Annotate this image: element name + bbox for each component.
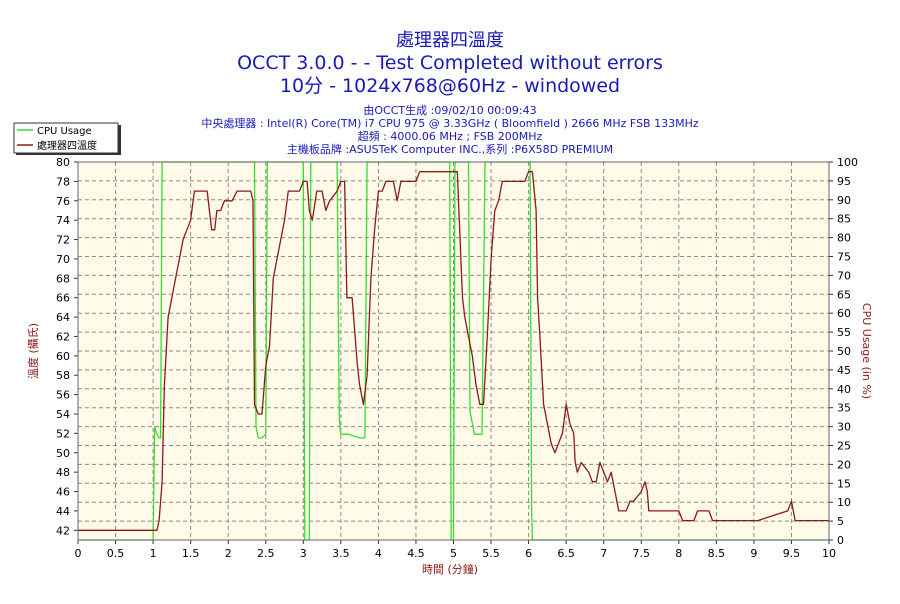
x-axis-label: 時間 (分鐘) bbox=[422, 562, 478, 576]
grid bbox=[78, 162, 829, 540]
chart-subtitle-2: 10分 - 1024x768@60Hz - windowed bbox=[280, 75, 620, 97]
axes: 0 0.5 1 1.5 2 2.5 3 3.5 4 4.5 5 5.5 6 6.5 7 7.5 8 8.5 9 9.5… bbox=[56, 156, 858, 560]
y-left-tick-label: 62 bbox=[56, 330, 70, 343]
x-tick-label: 2.5 bbox=[257, 547, 275, 560]
x-tick-label: 6 bbox=[525, 547, 532, 560]
y-left-tick-label: 78 bbox=[56, 175, 70, 188]
y-right-tick-label: 85 bbox=[837, 213, 851, 226]
x-tick-label: 9.5 bbox=[783, 547, 801, 560]
y-left-tick-label: 68 bbox=[56, 272, 70, 285]
x-tick-label: 6.5 bbox=[557, 547, 575, 560]
y-left-tick-label: 76 bbox=[56, 195, 70, 208]
x-tick-label: 3.5 bbox=[332, 547, 350, 560]
legend: CPU Usage 處理器四溫度 bbox=[13, 122, 121, 155]
y-right-tick-label: 5 bbox=[837, 515, 844, 528]
y-right-tick-label: 100 bbox=[837, 156, 858, 169]
plot-border bbox=[77, 161, 830, 541]
x-tick-label: 8.5 bbox=[708, 547, 726, 560]
x-tick-label: 4.5 bbox=[407, 547, 425, 560]
y-right-tick-label: 95 bbox=[837, 175, 851, 188]
y-left-tick-label: 52 bbox=[56, 427, 70, 440]
x-tick-label: 3 bbox=[300, 547, 307, 560]
x-tick-label: 0.5 bbox=[107, 547, 125, 560]
y-right-tick-label: 35 bbox=[837, 402, 851, 415]
y-right-tick-label: 25 bbox=[837, 440, 851, 453]
x-tick-label: 1 bbox=[150, 547, 157, 560]
legend-box bbox=[13, 122, 119, 154]
x-tick-label: 7 bbox=[600, 547, 607, 560]
y-left-tick-label: 66 bbox=[56, 292, 70, 305]
legend-label-cpu-temp: 處理器四溫度 bbox=[37, 139, 97, 152]
y-right-tick-label: 75 bbox=[837, 251, 851, 264]
info-line-motherboard: 主機板品牌 :ASUSTeK Computer INC.,系列 :P6X58D … bbox=[287, 142, 613, 156]
chart-title: 處理器四溫度 bbox=[396, 30, 504, 51]
y-left-tick-label: 54 bbox=[56, 408, 70, 421]
y-right-tick-label: 20 bbox=[837, 458, 851, 471]
y-right-tick-label: 50 bbox=[837, 345, 851, 358]
legend-shadow-bottom bbox=[16, 153, 121, 155]
y-left-tick-label: 44 bbox=[56, 505, 70, 518]
y-left-tick-label: 70 bbox=[56, 253, 70, 266]
y-left-tick-label: 56 bbox=[56, 389, 70, 402]
y-axis-right-label: CPU Usage (in %) bbox=[860, 303, 873, 399]
x-tick-label: 8 bbox=[675, 547, 682, 560]
y-right-tick-label: 90 bbox=[837, 194, 851, 207]
y-left-tick-label: 74 bbox=[56, 214, 70, 227]
y-left-tick-label: 64 bbox=[56, 311, 70, 324]
legend-label-cpu-usage: CPU Usage bbox=[37, 126, 92, 137]
info-line-cpu: 中央處理器 : Intel(R) Core(TM) i7 CPU 975 @ 3… bbox=[201, 116, 699, 130]
series-line-cpu-temp bbox=[78, 171, 829, 531]
x-tick-label: 7.5 bbox=[633, 547, 651, 560]
x-tick-label: 10 bbox=[822, 547, 836, 560]
x-tick-label: 9 bbox=[750, 547, 757, 560]
x-tick-label: 5 bbox=[450, 547, 457, 560]
y-right-tick-label: 10 bbox=[837, 496, 851, 509]
x-tick-label: 2 bbox=[225, 547, 232, 560]
y-axis-left-label: 溫度 (攝氏) bbox=[26, 323, 40, 379]
y-left-tick-label: 48 bbox=[56, 466, 70, 479]
legend-shadow-right bbox=[118, 125, 121, 155]
y-left-tick-label: 46 bbox=[56, 486, 70, 499]
y-left-tick-label: 50 bbox=[56, 447, 70, 460]
y-right-tick-label: 45 bbox=[837, 364, 851, 377]
y-right-tick-label: 40 bbox=[837, 383, 851, 396]
info-line-generated: 由OCCT生成 :09/02/10 00:09:43 bbox=[363, 103, 536, 117]
y-left-tick-label: 60 bbox=[56, 350, 70, 363]
y-right-tick-label: 70 bbox=[837, 269, 851, 282]
y-left-tick-label: 72 bbox=[56, 234, 70, 247]
y-right-tick-label: 15 bbox=[837, 477, 851, 490]
y-left-tick-label: 42 bbox=[56, 524, 70, 537]
y-right-tick-label: 30 bbox=[837, 421, 851, 434]
x-tick-label: 0 bbox=[75, 547, 82, 560]
y-right-tick-label: 0 bbox=[837, 534, 844, 547]
y-right-tick-label: 80 bbox=[837, 232, 851, 245]
x-tick-label: 1.5 bbox=[182, 547, 200, 560]
y-left-tick-label: 58 bbox=[56, 369, 70, 382]
y-right-tick-label: 55 bbox=[837, 326, 851, 339]
y-right-tick-label: 60 bbox=[837, 307, 851, 320]
y-right-tick-label: 65 bbox=[837, 288, 851, 301]
y-left-tick-label: 80 bbox=[56, 156, 70, 169]
x-tick-label: 5.5 bbox=[482, 547, 500, 560]
chart-subtitle: OCCT 3.0.0 - - Test Completed without er… bbox=[237, 52, 663, 74]
x-tick-label: 4 bbox=[375, 547, 382, 560]
info-line-overclock: 超頻 : 4000.06 MHz ; FSB 200MHz bbox=[358, 129, 543, 143]
